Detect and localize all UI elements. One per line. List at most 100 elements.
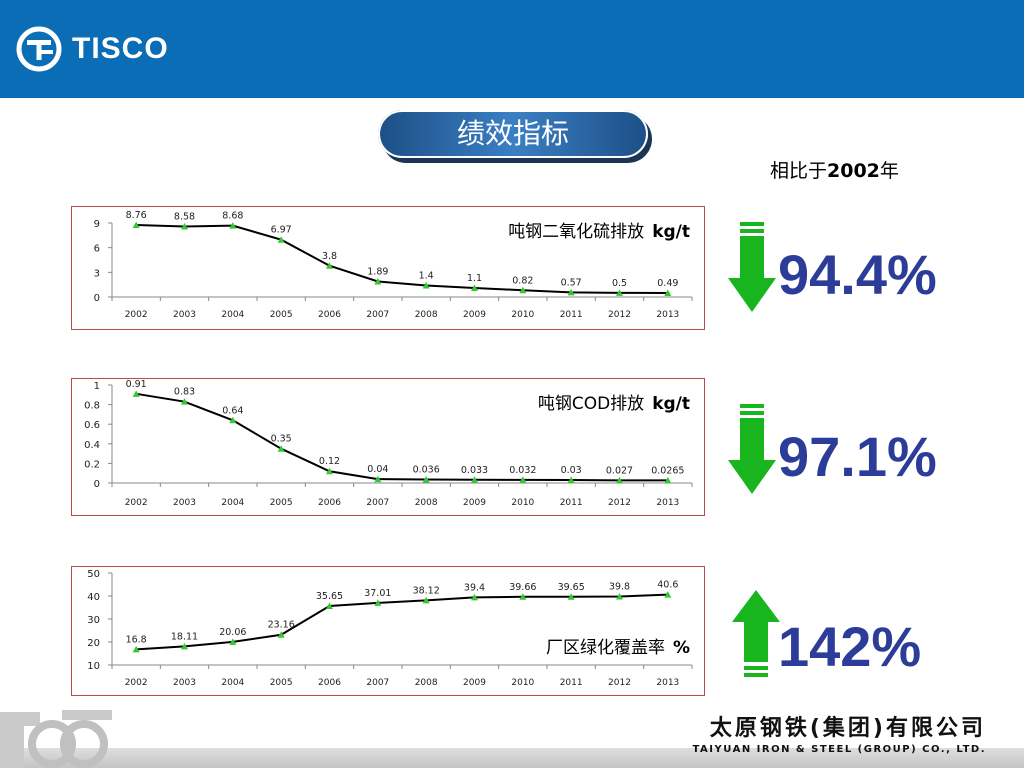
greening-data-point — [567, 593, 575, 600]
so2-y-tick-label: 9 — [94, 219, 100, 230]
cod-x-tick-label: 2006 — [318, 498, 341, 508]
greening-increase-percent: 142% — [778, 615, 922, 678]
company-name-cn: 太原钢铁(集团)有限公司 — [709, 716, 986, 741]
cod-x-tick-label: 2004 — [221, 498, 244, 508]
cod-data-label: 0.91 — [126, 379, 147, 390]
greening-data-point — [616, 592, 623, 600]
greening-x-tick-label: 2008 — [415, 678, 438, 688]
greening-data-point — [664, 591, 672, 598]
greening-x-tick-label: 2005 — [270, 678, 293, 688]
so2-x-tick-label: 2012 — [608, 310, 631, 320]
cod-y-tick-label: 0.6 — [84, 420, 100, 431]
greening-x-tick-label: 2012 — [608, 678, 631, 688]
page-title: 绩效指标 — [378, 110, 648, 158]
greening-y-tick-label: 30 — [87, 615, 100, 626]
so2-data-label: 1.1 — [467, 273, 482, 284]
cod-data-label: 0.0265 — [651, 465, 684, 476]
cod-series-line — [136, 392, 668, 482]
so2-data-label: 1.4 — [419, 270, 434, 281]
so2-x-tick-label: 2009 — [463, 310, 486, 320]
cod-data-label: 0.03 — [561, 465, 582, 476]
greening-data-label: 18.11 — [171, 631, 198, 642]
cod-y-tick-label: 0.2 — [84, 459, 100, 470]
header-bar: TISCO — [0, 0, 1024, 98]
tisco-logo-icon — [16, 26, 62, 72]
comparison-year: 2002 — [827, 160, 880, 182]
cod-data-label: 0.032 — [509, 465, 536, 476]
greening-y-tick-label: 40 — [87, 592, 100, 603]
greening-x-tick-label: 2011 — [560, 678, 583, 688]
down-arrow-icon — [728, 222, 776, 312]
comparison-baseline: 相比于2002年 — [770, 156, 899, 183]
cod-x-tick-label: 2009 — [463, 498, 486, 508]
greening-x-tick-label: 2004 — [221, 678, 244, 688]
greening-x-tick-label: 2002 — [125, 678, 148, 688]
chart-cod-title: 吨钢COD排放 kg/t — [538, 389, 690, 414]
so2-data-point — [326, 262, 333, 269]
cod-x-tick-label: 2007 — [366, 498, 389, 508]
tisco-logo[interactable]: TISCO — [16, 26, 169, 72]
so2-data-label: 0.5 — [612, 278, 627, 289]
so2-data-point — [422, 281, 430, 289]
cod-data-point — [374, 475, 382, 483]
so2-x-tick-label: 2007 — [366, 310, 389, 320]
so2-x-tick-label: 2004 — [221, 310, 244, 320]
greening-y-tick-label: 10 — [87, 661, 100, 672]
so2-y-tick-label: 6 — [94, 244, 100, 255]
chart-so2-plot: 0 3 6 9 2002 2003 2004 2005 2006 2007 2008 2009 2010… — [94, 210, 693, 320]
so2-data-point — [664, 289, 672, 296]
so2-x-tick-label: 2008 — [415, 310, 438, 320]
so2-reduction-percent: 94.4% — [778, 243, 937, 306]
chart-greening: 10 20 30 40 50 2002 2003 2004 2005 2006 2007 2008 20… — [71, 566, 705, 696]
chart-greening-unit: % — [672, 638, 690, 658]
greening-y-tick-label: 20 — [87, 638, 100, 649]
greening-data-label: 39.65 — [558, 582, 585, 593]
cod-y-tick-label: 0 — [94, 479, 100, 490]
comparison-prefix: 相比于 — [770, 160, 828, 182]
so2-data-point — [132, 221, 140, 228]
so2-data-label: 0.49 — [657, 278, 678, 289]
greening-data-label: 16.8 — [126, 634, 147, 645]
so2-data-label: 8.76 — [126, 210, 147, 221]
cod-data-point — [616, 476, 623, 484]
cod-x-tick-label: 2002 — [125, 498, 148, 508]
so2-data-point — [567, 288, 575, 296]
chart-greening-title-text: 厂区绿化覆盖率 — [545, 638, 665, 658]
cod-y-tick-label: 1 — [94, 381, 100, 392]
chart-cod-unit: kg/t — [652, 394, 690, 414]
so2-x-tick-label: 2011 — [560, 310, 583, 320]
so2-data-label: 3.8 — [322, 251, 337, 262]
cod-data-label: 0.35 — [271, 434, 292, 445]
chart-so2: 0 3 6 9 2002 2003 2004 2005 2006 2007 2008 2009 2010… — [71, 206, 705, 330]
cod-data-label: 0.04 — [367, 464, 388, 475]
company-name-en: TAIYUAN IRON & STEEL (GROUP) CO., LTD. — [692, 744, 986, 755]
greening-data-label: 39.66 — [509, 582, 536, 593]
so2-data-point — [229, 222, 237, 229]
greening-x-tick-label: 2010 — [511, 678, 534, 688]
so2-data-point — [181, 222, 188, 230]
greening-x-tick-label: 2006 — [318, 678, 341, 688]
greening-data-label: 38.12 — [413, 585, 440, 596]
cod-x-tick-label: 2010 — [511, 498, 534, 508]
greening-data-point — [471, 593, 478, 601]
cod-data-point — [519, 476, 527, 483]
chart-so2-title-text: 吨钢二氧化硫排放 — [508, 222, 645, 242]
chart-greening-title: 厂区绿化覆盖率% — [546, 633, 690, 658]
greening-y-tick-label: 50 — [87, 569, 100, 580]
greening-data-point — [229, 638, 237, 645]
greening-data-point — [326, 602, 333, 610]
chart-so2-unit: kg/t — [652, 222, 690, 242]
greening-data-label: 23.16 — [268, 620, 295, 631]
cod-reduction-percent: 97.1% — [778, 425, 937, 488]
cod-data-point — [326, 467, 333, 475]
greening-x-tick-label: 2003 — [173, 678, 196, 688]
so2-data-point — [616, 289, 623, 296]
group-logo-icon — [0, 710, 112, 768]
so2-y-tick-label: 0 — [94, 293, 100, 304]
so2-x-tick-label: 2010 — [511, 310, 534, 320]
cod-y-tick-label: 0.4 — [84, 440, 100, 451]
greening-data-label: 35.65 — [316, 591, 343, 602]
greening-data-point — [519, 593, 527, 600]
cod-x-tick-label: 2011 — [560, 498, 583, 508]
so2-x-tick-label: 2013 — [656, 310, 679, 320]
